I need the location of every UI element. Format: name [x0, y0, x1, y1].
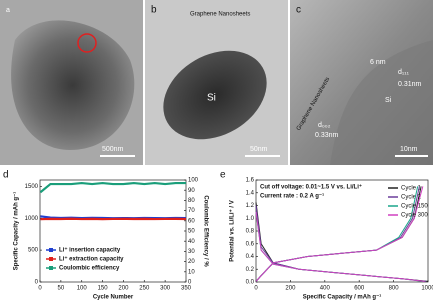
x-tick-label: 400: [320, 286, 331, 292]
y2-axis-title: Coulombic Efficiency / %: [202, 195, 208, 267]
panel-label: c: [296, 5, 301, 16]
y-tick-label: 0: [35, 280, 39, 286]
annotation: Si: [207, 93, 216, 104]
scale-label: 500nm: [102, 146, 124, 153]
tem-image-b: [145, 0, 288, 165]
tem-image-a: [0, 0, 143, 165]
y-tick-label: 0.2: [246, 267, 255, 273]
panel-label: a: [6, 7, 10, 14]
y2-tick-label: 100: [188, 178, 199, 184]
y-axis-title: Potential vs. Li/Li⁺ / V: [229, 200, 236, 262]
scale-label: 50nm: [250, 146, 268, 153]
legend-label: Cycle 300: [401, 213, 428, 219]
y2-tick-label: 40: [188, 239, 195, 245]
legend-marker: [49, 266, 53, 270]
y2-tick-label: 90: [188, 188, 195, 194]
x-tick-label: 600: [354, 286, 365, 292]
x-axis-title: Specific Capacity / mAh g⁻¹: [303, 294, 382, 301]
y2-tick-label: 10: [188, 269, 195, 275]
legend-label: Cycle 2: [401, 195, 422, 201]
annotation: Si: [385, 97, 392, 104]
annotation: Cut off voltage: 0.01~1.5 V vs. Li/Li⁺: [260, 184, 362, 191]
x-tick-label: 1000: [421, 286, 433, 292]
x-tick-label: 200: [118, 286, 129, 292]
y-tick-label: 500: [28, 248, 39, 254]
annotation: d₀₀₂: [318, 122, 331, 129]
panel-label: d: [3, 170, 9, 181]
y-tick-label: 0.8: [246, 229, 255, 235]
y2-tick-label: 80: [188, 198, 195, 204]
annotation: d₁₁₁: [398, 69, 410, 76]
series-line: [39, 181, 186, 194]
panel-label: b: [151, 5, 157, 16]
annotation: Current rate : 0.2 A g⁻¹: [260, 193, 324, 200]
annotation: 6 nm: [370, 59, 386, 66]
annotation: Graphene Nanosheets: [190, 12, 250, 18]
x-tick-label: 0: [38, 286, 42, 292]
panel-label: e: [220, 170, 226, 181]
legend-marker: [49, 257, 53, 261]
y-axis-title: Specific Capacity / mAh g⁻¹: [13, 192, 20, 271]
y2-tick-label: 30: [188, 249, 195, 255]
legend-label: Cycle 1: [401, 186, 422, 192]
annotation: 0.33nm: [315, 132, 339, 139]
legend-marker: [49, 248, 53, 252]
y2-tick-label: 70: [188, 208, 195, 214]
annotation: 0.31nm: [398, 81, 422, 88]
x-tick-label: 150: [98, 286, 109, 292]
y-tick-label: 1500: [25, 184, 39, 190]
y-tick-label: 1.0: [246, 216, 255, 222]
series-line: [255, 186, 423, 282]
legend-label: Li⁺ extraction capacity: [59, 256, 124, 263]
x-tick-label: 800: [389, 286, 400, 292]
x-tick-label: 350: [181, 286, 192, 292]
x-tick-label: 0: [254, 286, 258, 292]
y2-tick-label: 20: [188, 259, 195, 265]
legend-label: Cycle 150: [401, 204, 428, 210]
tem-image-c: [290, 0, 433, 165]
legend-label: Coulombic efficiency: [59, 266, 120, 272]
x-tick-label: 200: [285, 286, 296, 292]
x-tick-label: 100: [77, 286, 88, 292]
y-tick-label: 1000: [25, 216, 39, 222]
y-tick-label: 0.4: [246, 254, 255, 260]
y-tick-label: 1.4: [246, 190, 255, 196]
legend-label: Li⁺ insertion capacity: [59, 247, 121, 254]
x-axis-title: Cycle Number: [93, 295, 134, 301]
y-tick-label: 1.6: [246, 178, 255, 184]
y2-tick-label: 50: [188, 229, 195, 235]
y-tick-label: 0.6: [246, 241, 255, 247]
x-tick-label: 250: [139, 286, 150, 292]
x-tick-label: 50: [58, 286, 65, 292]
series-line: [255, 186, 425, 282]
x-tick-label: 300: [160, 286, 171, 292]
scale-label: 10nm: [400, 146, 418, 153]
y-tick-label: 0.0: [246, 280, 255, 286]
y2-tick-label: 60: [188, 218, 195, 224]
y-tick-label: 1.2: [246, 203, 255, 209]
y2-tick-label: 0: [188, 280, 192, 286]
